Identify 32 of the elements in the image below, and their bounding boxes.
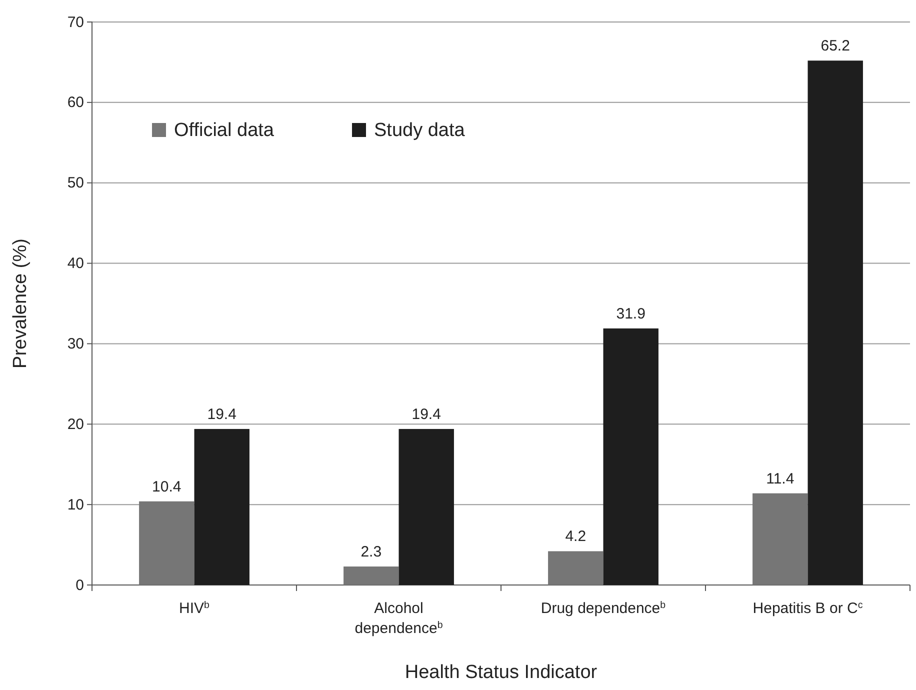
bar [139, 501, 194, 585]
bar [344, 566, 399, 585]
y-tick-label: 60 [67, 94, 84, 112]
data-label: 19.4 [207, 406, 236, 423]
y-tick-label: 70 [67, 14, 84, 31]
data-label: 4.2 [565, 528, 586, 546]
y-tick-label: 0 [76, 576, 84, 594]
x-tick-label: HIV$^{b}$ [179, 600, 210, 617]
data-label: 19.4 [412, 406, 441, 423]
x-tick-label: Alcohol dependence$^{b}$ [354, 600, 444, 637]
y-tick-label: 30 [67, 336, 84, 353]
x-axis-title: Health Status Indicator [404, 662, 598, 683]
bar [398, 428, 454, 585]
y-tick-label: 40 [67, 255, 84, 272]
data-label: 65.2 [820, 38, 850, 55]
x-tick-label: Drug dependence$^{b}$ [540, 600, 666, 617]
data-label: 2.3 [360, 544, 382, 560]
bar [548, 551, 604, 585]
legend-label: Official data [174, 120, 274, 141]
bar [752, 493, 808, 585]
bar [808, 60, 863, 585]
y-axis-title: Prevalence (%) [10, 238, 31, 368]
data-label: 11.4 [766, 470, 794, 488]
bar [603, 328, 658, 585]
data-label: 10.4 [152, 478, 182, 496]
y-tick-label: 50 [67, 174, 84, 192]
legend-label: Study data [374, 120, 466, 141]
y-tick-label: 20 [67, 416, 84, 433]
x-tick-label: Hepatitis B or C$^{c}$ [752, 600, 863, 617]
data-label: 31.9 [616, 305, 646, 322]
y-tick-label: 10 [67, 496, 84, 514]
bar [194, 428, 250, 585]
